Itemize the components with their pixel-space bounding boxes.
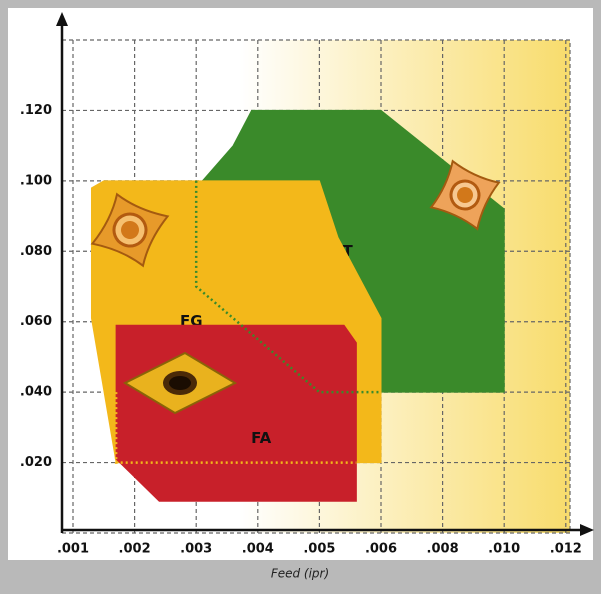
x-tick-label: .010: [488, 542, 520, 557]
y-tick-label: .040: [20, 385, 52, 400]
y-tick-label: .080: [20, 244, 52, 259]
y-tick-label: .060: [20, 314, 52, 329]
insert-icon: [429, 159, 501, 231]
insert-icon: [90, 192, 170, 268]
region-label: FA: [251, 429, 272, 447]
boundary-line: [114, 392, 357, 464]
x-tick-label: .008: [427, 542, 459, 557]
axes: .001 .002 .003 .004 .005 .006 .008 .010 .012 .020…: [20, 12, 594, 557]
x-axis-title: Feed (ipr): [271, 567, 329, 581]
y-arrow: [56, 12, 68, 26]
grid-frame: [61, 39, 571, 534]
x-tick-label: .005: [303, 542, 335, 557]
x-tick-label: .003: [180, 542, 212, 557]
x-arrow: [580, 524, 594, 536]
x-tick-label: .001: [57, 542, 89, 557]
x-tick-label: .006: [365, 542, 397, 557]
boundary-line: [194, 180, 381, 394]
insert-icon: [122, 351, 238, 415]
y-tick-label: .120: [20, 103, 52, 118]
y-tick-label: .100: [20, 173, 52, 188]
inserts: [90, 159, 501, 415]
x-tick-label: .004: [242, 542, 274, 557]
region: [115, 324, 357, 502]
y-tick-label: .020: [20, 455, 52, 470]
x-tick-label: .012: [550, 542, 582, 557]
x-tick-label: .002: [119, 542, 151, 557]
